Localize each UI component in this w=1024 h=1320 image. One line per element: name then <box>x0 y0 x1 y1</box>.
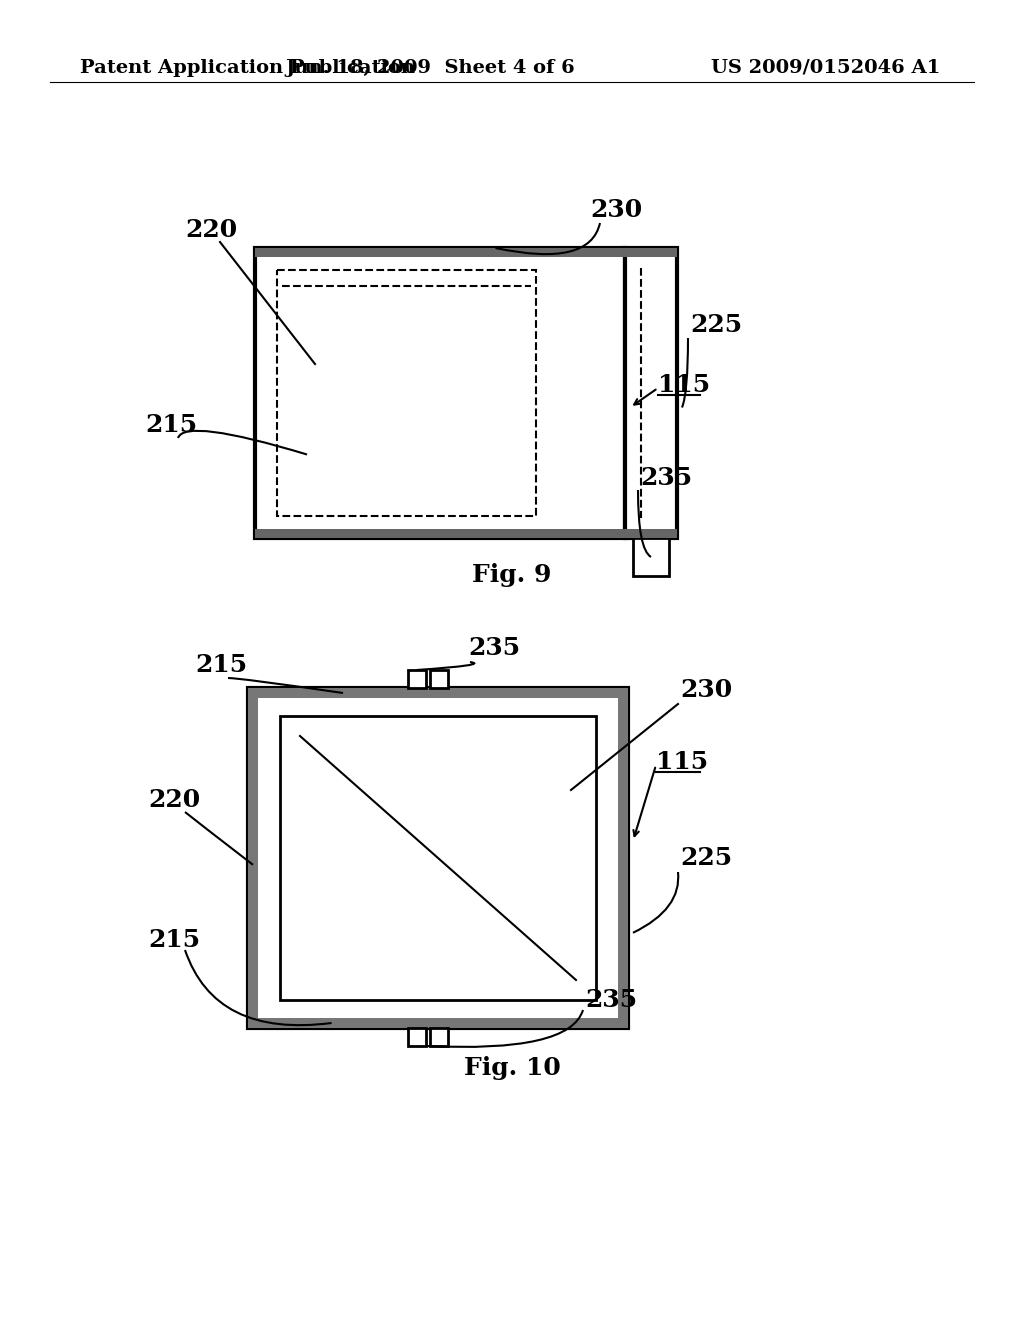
Bar <box>248 688 628 1028</box>
Bar <box>408 1028 426 1045</box>
Bar <box>248 688 628 698</box>
Bar <box>625 529 677 539</box>
Text: 225: 225 <box>680 846 732 870</box>
Text: 220: 220 <box>148 788 200 812</box>
Bar <box>255 248 625 539</box>
Bar <box>280 715 596 1001</box>
Text: 235: 235 <box>468 636 520 660</box>
Bar <box>248 1018 628 1028</box>
Bar <box>248 688 258 1028</box>
Bar <box>255 248 625 257</box>
Text: 220: 220 <box>185 218 238 242</box>
Bar <box>278 271 536 516</box>
Text: Fig. 9: Fig. 9 <box>472 564 552 587</box>
Bar <box>625 248 677 257</box>
Text: 225: 225 <box>690 313 742 337</box>
Bar <box>255 529 625 539</box>
Text: 215: 215 <box>148 928 200 952</box>
Text: 215: 215 <box>195 653 247 677</box>
Text: 115: 115 <box>658 374 710 397</box>
Text: 230: 230 <box>590 198 642 222</box>
Bar <box>430 671 447 688</box>
Text: 115: 115 <box>656 750 709 774</box>
Bar <box>430 1028 447 1045</box>
Text: 230: 230 <box>680 678 732 702</box>
Text: Patent Application Publication: Patent Application Publication <box>80 59 415 77</box>
Text: Fig. 10: Fig. 10 <box>464 1056 560 1080</box>
Bar <box>618 688 628 1028</box>
Text: Jun. 18, 2009  Sheet 4 of 6: Jun. 18, 2009 Sheet 4 of 6 <box>285 59 574 77</box>
Bar <box>633 539 669 576</box>
Text: 235: 235 <box>585 987 637 1012</box>
Text: 235: 235 <box>640 466 692 490</box>
Bar <box>625 248 677 539</box>
Text: 215: 215 <box>145 413 198 437</box>
Text: US 2009/0152046 A1: US 2009/0152046 A1 <box>711 59 940 77</box>
Bar <box>408 671 426 688</box>
